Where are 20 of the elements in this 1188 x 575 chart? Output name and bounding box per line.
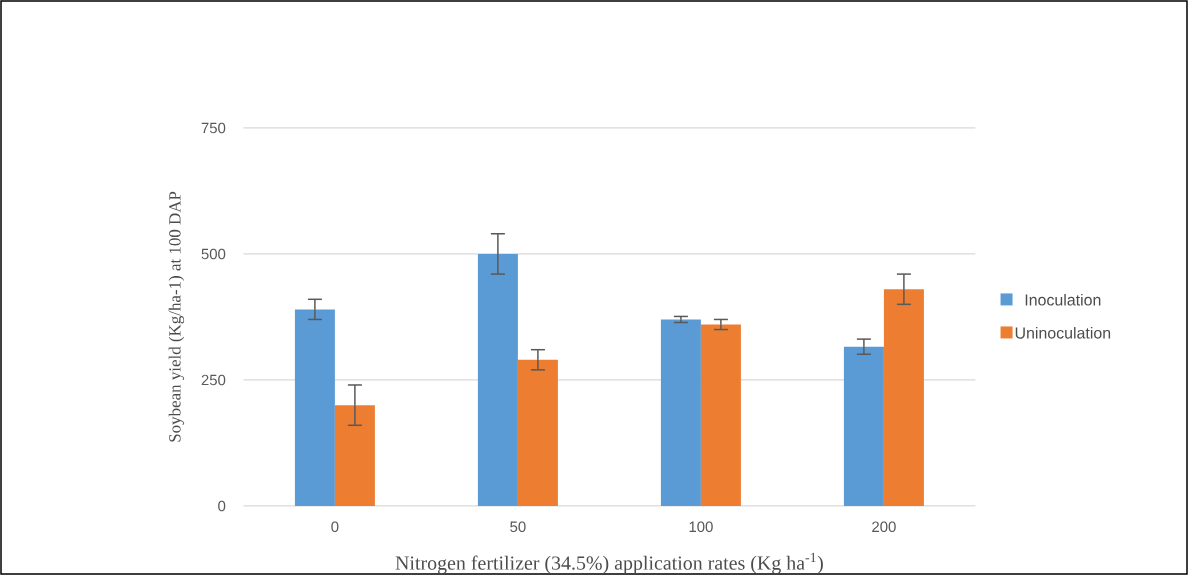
legend-label: Inoculation — [1025, 293, 1101, 306]
y-tick-label: 750 — [201, 122, 226, 134]
y-tick-label: 500 — [201, 248, 226, 260]
y-tick-label: 0 — [218, 500, 226, 512]
bar — [477, 253, 518, 506]
x-tick-label: 0 — [331, 521, 339, 533]
bar — [294, 309, 335, 506]
x-tick-label: 200 — [872, 521, 896, 533]
legend-label: Uninoculation — [1015, 326, 1111, 339]
x-axis-title: Nitrogen fertilizer (34.5%) application rates (Kg ha$^{-1}$) — [395, 552, 823, 574]
x-tick-label: 50 — [510, 521, 526, 533]
bar — [334, 405, 375, 506]
x-tick-label: 100 — [689, 521, 713, 533]
y-axis-title: Soybean yield (Kg/ha-1) at 100 DAP — [168, 191, 185, 442]
bar — [883, 289, 924, 506]
y-tick-label: 250 — [201, 374, 226, 386]
bar — [660, 319, 701, 506]
bar — [843, 346, 884, 506]
bar — [700, 324, 741, 506]
bar — [517, 359, 558, 506]
